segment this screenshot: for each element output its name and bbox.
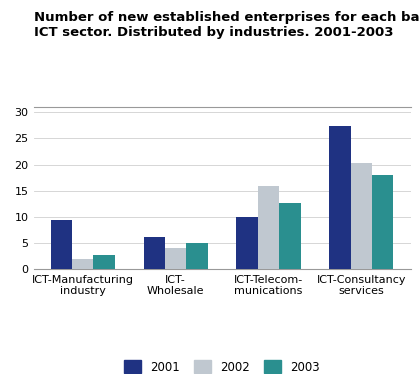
Bar	[351, 163, 372, 269]
Bar	[279, 203, 300, 269]
Bar	[93, 255, 115, 269]
Bar	[165, 248, 186, 269]
Legend: 2001, 2002, 2003: 2001, 2002, 2003	[121, 357, 323, 374]
Bar	[186, 243, 208, 269]
Bar	[51, 220, 72, 269]
Bar	[329, 126, 351, 269]
Bar	[236, 217, 258, 269]
Bar	[72, 259, 93, 269]
Bar	[258, 186, 279, 269]
Text: Number of new established enterprises for each bankruptcies in
ICT sector. Distr: Number of new established enterprises fo…	[34, 11, 419, 39]
Bar	[372, 175, 393, 269]
Bar	[144, 237, 165, 269]
